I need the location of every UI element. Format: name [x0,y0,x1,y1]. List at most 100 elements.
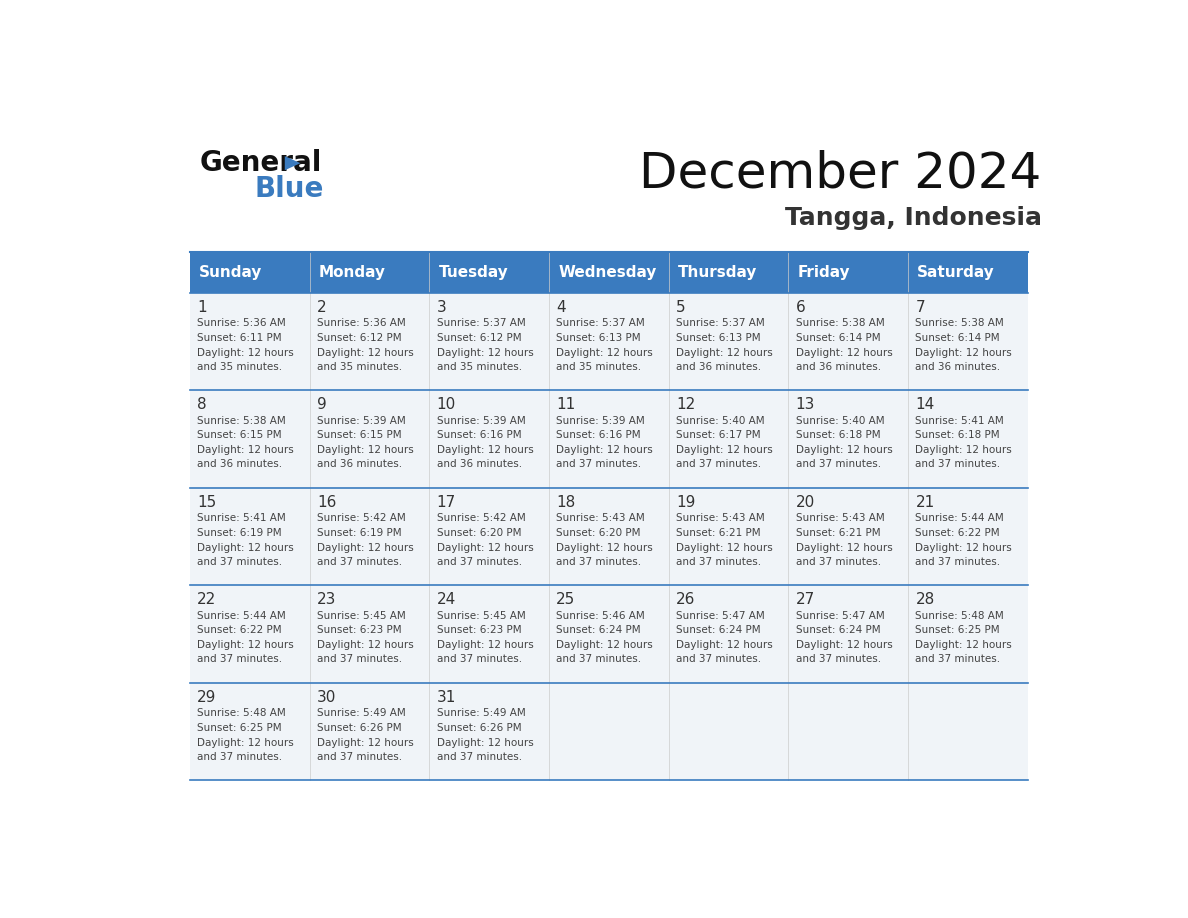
Text: Sunset: 6:24 PM: Sunset: 6:24 PM [676,625,760,635]
Text: Sunrise: 5:41 AM: Sunrise: 5:41 AM [197,513,286,523]
Text: 24: 24 [437,592,456,607]
Bar [908,252,1028,293]
Text: and 37 minutes.: and 37 minutes. [916,557,1000,567]
Text: Daylight: 12 hours: Daylight: 12 hours [317,348,413,358]
Bar [190,683,310,780]
Text: and 37 minutes.: and 37 minutes. [317,752,402,762]
Text: and 37 minutes.: and 37 minutes. [556,459,642,469]
Bar [310,487,429,585]
Text: Sunrise: 5:36 AM: Sunrise: 5:36 AM [197,318,286,328]
Text: 26: 26 [676,592,695,607]
Text: and 37 minutes.: and 37 minutes. [317,655,402,665]
Text: Sunset: 6:23 PM: Sunset: 6:23 PM [317,625,402,635]
Text: Sunrise: 5:43 AM: Sunrise: 5:43 AM [796,513,885,523]
Text: Daylight: 12 hours: Daylight: 12 hours [197,543,295,553]
Bar [310,683,429,780]
Text: Daylight: 12 hours: Daylight: 12 hours [556,543,653,553]
Text: and 36 minutes.: and 36 minutes. [437,459,522,469]
Text: Daylight: 12 hours: Daylight: 12 hours [796,445,892,455]
Text: 30: 30 [317,689,336,705]
Text: Sunset: 6:12 PM: Sunset: 6:12 PM [317,333,402,342]
Text: Daylight: 12 hours: Daylight: 12 hours [796,348,892,358]
Bar [669,487,789,585]
Bar [190,390,310,487]
Text: Sunset: 6:24 PM: Sunset: 6:24 PM [556,625,642,635]
Text: and 36 minutes.: and 36 minutes. [916,362,1000,372]
Text: Sunrise: 5:39 AM: Sunrise: 5:39 AM [556,416,645,426]
Text: Sunrise: 5:48 AM: Sunrise: 5:48 AM [197,708,286,718]
Bar [789,252,908,293]
Text: 1: 1 [197,299,207,315]
Bar [310,390,429,487]
Text: and 37 minutes.: and 37 minutes. [437,655,522,665]
Text: Sunset: 6:20 PM: Sunset: 6:20 PM [437,528,522,538]
Text: 6: 6 [796,299,805,315]
Text: Sunset: 6:21 PM: Sunset: 6:21 PM [796,528,880,538]
Text: 28: 28 [916,592,935,607]
Bar [429,585,549,683]
Text: Daylight: 12 hours: Daylight: 12 hours [916,543,1012,553]
Text: Sunset: 6:15 PM: Sunset: 6:15 PM [317,431,402,441]
Text: Sunset: 6:13 PM: Sunset: 6:13 PM [676,333,760,342]
Text: Sunrise: 5:37 AM: Sunrise: 5:37 AM [556,318,645,328]
Text: Sunrise: 5:41 AM: Sunrise: 5:41 AM [916,416,1004,426]
Text: December 2024: December 2024 [639,149,1042,197]
Text: Sunrise: 5:49 AM: Sunrise: 5:49 AM [437,708,525,718]
Text: 14: 14 [916,397,935,412]
Text: Daylight: 12 hours: Daylight: 12 hours [437,543,533,553]
Text: and 37 minutes.: and 37 minutes. [676,655,762,665]
Text: Sunset: 6:26 PM: Sunset: 6:26 PM [317,723,402,733]
Text: Sunrise: 5:42 AM: Sunrise: 5:42 AM [317,513,406,523]
Text: 31: 31 [437,689,456,705]
Text: Daylight: 12 hours: Daylight: 12 hours [197,445,295,455]
Text: and 37 minutes.: and 37 minutes. [437,752,522,762]
Text: Sunrise: 5:46 AM: Sunrise: 5:46 AM [556,610,645,621]
Text: and 35 minutes.: and 35 minutes. [197,362,283,372]
Bar [190,252,310,293]
Text: Daylight: 12 hours: Daylight: 12 hours [197,738,295,748]
Text: Sunset: 6:14 PM: Sunset: 6:14 PM [916,333,1000,342]
Text: Sunrise: 5:37 AM: Sunrise: 5:37 AM [437,318,525,328]
Text: Daylight: 12 hours: Daylight: 12 hours [796,641,892,650]
Text: Sunrise: 5:44 AM: Sunrise: 5:44 AM [916,513,1004,523]
Bar [549,293,669,390]
Text: Sunrise: 5:43 AM: Sunrise: 5:43 AM [676,513,765,523]
Text: Sunrise: 5:38 AM: Sunrise: 5:38 AM [796,318,885,328]
Text: 19: 19 [676,495,695,509]
Text: Sunset: 6:13 PM: Sunset: 6:13 PM [556,333,642,342]
Text: Daylight: 12 hours: Daylight: 12 hours [556,445,653,455]
Text: Sunset: 6:20 PM: Sunset: 6:20 PM [556,528,640,538]
Text: Sunset: 6:18 PM: Sunset: 6:18 PM [916,431,1000,441]
Text: Sunrise: 5:39 AM: Sunrise: 5:39 AM [317,416,406,426]
Text: Sunset: 6:19 PM: Sunset: 6:19 PM [317,528,402,538]
Text: Daylight: 12 hours: Daylight: 12 hours [676,543,773,553]
Bar [429,390,549,487]
Text: 27: 27 [796,592,815,607]
Text: Daylight: 12 hours: Daylight: 12 hours [197,641,295,650]
Text: Sunset: 6:12 PM: Sunset: 6:12 PM [437,333,522,342]
Text: Daylight: 12 hours: Daylight: 12 hours [676,641,773,650]
Text: Tangga, Indonesia: Tangga, Indonesia [784,206,1042,230]
Bar [789,293,908,390]
Text: Sunset: 6:24 PM: Sunset: 6:24 PM [796,625,880,635]
Text: and 35 minutes.: and 35 minutes. [437,362,522,372]
Bar [669,390,789,487]
Bar [908,487,1028,585]
Text: Sunset: 6:15 PM: Sunset: 6:15 PM [197,431,282,441]
Text: Sunrise: 5:38 AM: Sunrise: 5:38 AM [197,416,286,426]
Text: Sunday: Sunday [200,264,263,279]
Text: Daylight: 12 hours: Daylight: 12 hours [317,738,413,748]
Text: and 37 minutes.: and 37 minutes. [197,655,283,665]
Text: and 37 minutes.: and 37 minutes. [556,557,642,567]
Text: Sunrise: 5:38 AM: Sunrise: 5:38 AM [916,318,1004,328]
Text: Sunset: 6:16 PM: Sunset: 6:16 PM [437,431,522,441]
Text: Sunrise: 5:39 AM: Sunrise: 5:39 AM [437,416,525,426]
Bar [310,585,429,683]
Text: 11: 11 [556,397,576,412]
Text: and 37 minutes.: and 37 minutes. [197,752,283,762]
Text: Sunset: 6:21 PM: Sunset: 6:21 PM [676,528,760,538]
Text: Daylight: 12 hours: Daylight: 12 hours [437,641,533,650]
Text: Tuesday: Tuesday [438,264,508,279]
Text: Daylight: 12 hours: Daylight: 12 hours [676,348,773,358]
Text: and 37 minutes.: and 37 minutes. [676,459,762,469]
